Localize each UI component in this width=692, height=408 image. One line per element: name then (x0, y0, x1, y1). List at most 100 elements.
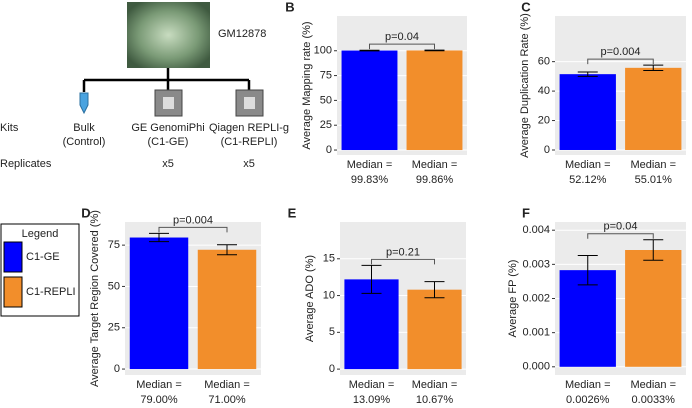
x-tick-label: 13.09% (353, 394, 391, 406)
y-tick-label: 0.003 (522, 258, 550, 270)
panel-letter: C (521, 0, 531, 14)
x-tick-label: 10.67% (416, 394, 454, 406)
tree (82, 68, 251, 92)
bar (129, 237, 189, 370)
y-tick-label: 0 (329, 363, 335, 375)
x-tick-label: Median = (204, 379, 250, 391)
y-tick-label: 0.001 (522, 327, 550, 339)
bar (625, 67, 682, 150)
y-tick-label: 60 (538, 56, 550, 68)
y-tick-label: 0 (114, 363, 120, 375)
significance-bracket (158, 226, 228, 233)
replicates: x5 (243, 158, 255, 170)
y-tick-label: 75 (320, 69, 332, 81)
x-tick-label: 71.00% (208, 394, 246, 406)
kit-label: Qiagen REPLI-g (209, 122, 289, 134)
y-tick-label: 50 (320, 94, 332, 106)
error-bar (424, 49, 445, 52)
bar (559, 74, 616, 150)
legend-title: Legend (22, 228, 59, 240)
y-axis-label: Average FP (%) (507, 260, 519, 338)
error-bar (643, 239, 664, 261)
x-tick-label: 0.0026% (566, 394, 610, 406)
bar (197, 249, 257, 370)
error-bar (359, 49, 380, 52)
x-tick-label: Median = (349, 379, 395, 391)
p-value: p=0.04 (604, 221, 638, 233)
p-value: p=0.004 (173, 214, 213, 226)
row-label: Replicates (0, 158, 52, 170)
x-tick-label: Median = (565, 159, 611, 171)
kit-label: GE GenomiPhi (131, 122, 204, 134)
bar (625, 250, 682, 367)
y-tick-label: 50 (108, 280, 120, 292)
y-tick-label: 0 (544, 144, 550, 156)
replicates: x5 (162, 158, 174, 170)
x-tick-label: 55.01% (635, 174, 673, 186)
x-tick-label: Median = (347, 159, 393, 171)
y-axis-label: Average Duplication Rate (%) (519, 13, 531, 158)
x-tick-label: 0.0033% (632, 394, 676, 406)
error-bar (217, 244, 237, 256)
y-tick-label: 5 (329, 326, 335, 338)
legend-label: C1-GE (26, 251, 60, 263)
significance-bracket (371, 258, 435, 265)
x-tick-label: 52.12% (569, 174, 607, 186)
kit-label: (Control) (63, 136, 106, 148)
y-tick-label: 20 (538, 114, 550, 126)
x-tick-label: Median = (630, 379, 676, 391)
p-value: p=0.04 (385, 31, 419, 43)
y-axis-label: Average Target Region Covered (%) (89, 210, 101, 387)
x-tick-label: 99.86% (416, 174, 454, 186)
panel-letter: D (81, 205, 90, 220)
legend-label: C1-REPLI (26, 286, 76, 298)
x-tick-label: Median = (630, 159, 676, 171)
kit-label: (C1-REPLI) (221, 136, 278, 148)
p-value: p=0.21 (386, 246, 420, 258)
significance-bracket (587, 233, 654, 239)
kit-label: (C1-GE) (148, 136, 189, 148)
panel-letter: B (285, 0, 294, 14)
y-tick-label: 40 (538, 85, 550, 97)
bar (407, 289, 462, 370)
row-label: Kits (0, 122, 19, 134)
error-bar (361, 264, 382, 294)
y-tick-label: 0 (326, 144, 332, 156)
cell-line: GM12878 (218, 28, 266, 40)
error-bar (577, 71, 598, 77)
chip-core (163, 97, 174, 109)
x-tick-label: Median = (136, 379, 182, 391)
y-tick-label: 0.002 (522, 292, 550, 304)
panel-letter: F (522, 205, 530, 220)
significance-bracket (369, 43, 435, 50)
bar (406, 50, 463, 151)
x-tick-label: Median = (565, 379, 611, 391)
cell-image (127, 2, 210, 68)
p-value: p=0.004 (600, 46, 640, 58)
y-tick-label: 0.004 (522, 224, 550, 236)
tube-icon (79, 92, 89, 115)
panel-letter: E (288, 205, 297, 220)
bar (341, 50, 398, 151)
error-bar (424, 281, 445, 299)
bar (344, 279, 399, 370)
y-tick-label: 25 (320, 119, 332, 131)
y-tick-label: 25 (108, 322, 120, 334)
x-tick-label: 99.83% (351, 174, 389, 186)
bar (559, 270, 616, 367)
error-bar (149, 232, 169, 243)
y-tick-label: 10 (323, 289, 335, 301)
kit-label: Bulk (73, 122, 95, 134)
y-tick-label: 100 (314, 45, 332, 57)
y-tick-label: 0.000 (522, 361, 550, 373)
legend-swatch (3, 241, 23, 273)
error-bar (643, 64, 664, 71)
y-axis-label: Average Mapping rate (%) (301, 21, 313, 149)
x-tick-label: Median = (412, 379, 458, 391)
x-tick-label: 79.00% (140, 394, 178, 406)
y-tick-label: 15 (323, 253, 335, 265)
x-tick-label: Median = (412, 159, 458, 171)
legend-swatch (3, 276, 23, 308)
